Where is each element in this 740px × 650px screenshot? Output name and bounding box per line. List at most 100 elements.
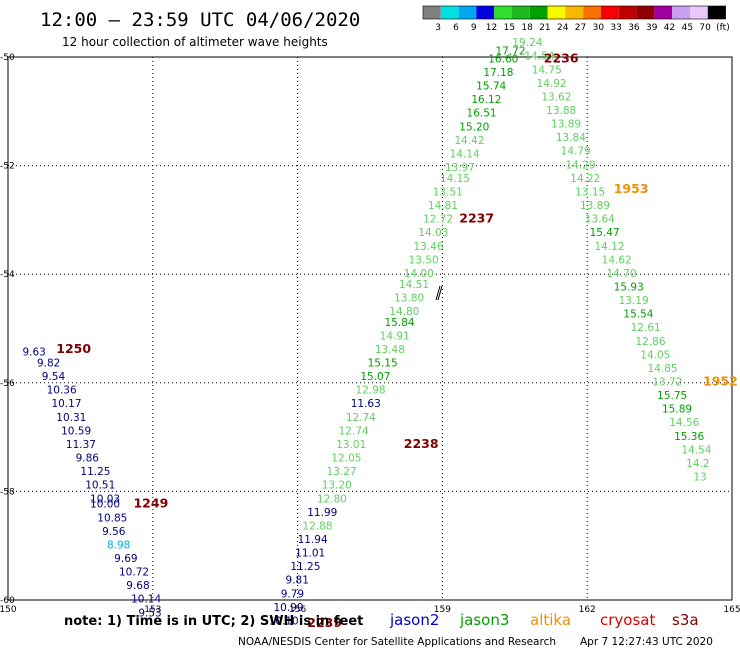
wave-height-value: 14.62	[602, 254, 632, 266]
wave-height-value: 9.63	[22, 347, 45, 359]
wave-height-value: 14.22	[570, 173, 600, 185]
map-plot-area: 150 153 156 159 162 165 -50 -52 -54 -56 -58 -60 9.6…	[0, 37, 740, 630]
wave-height-value: 16.60	[488, 53, 518, 65]
legend-item-altika: altika	[530, 611, 571, 629]
y-tick-label: -56	[0, 379, 15, 389]
color-swatch	[707, 6, 726, 19]
wave-height-value: 9.69	[114, 553, 137, 565]
color-swatch	[654, 6, 673, 19]
y-tick-label: -58	[0, 487, 15, 497]
axis-ticks: 150 153 156 159 162 165 -50 -52 -54 -56 -58 -60	[0, 53, 740, 615]
colorbar-label: 6	[453, 23, 459, 33]
wave-height-value: 9.86	[76, 453, 100, 465]
pass-time-label: 1953	[614, 181, 649, 196]
color-swatch	[423, 6, 441, 19]
wave-height-value: 14.75	[532, 64, 562, 76]
color-swatch	[494, 6, 512, 19]
wave-height-value: 13.19	[619, 295, 649, 307]
wave-height-value: 10.72	[119, 567, 149, 579]
wave-height-value: 13.97	[445, 162, 475, 174]
wave-height-value: 13.88	[546, 105, 576, 117]
y-tick-label: -52	[0, 162, 15, 172]
wave-height-value: 11.94	[298, 534, 328, 546]
track-marker-icon	[435, 285, 443, 301]
colorbar-label: 70	[699, 23, 711, 33]
pass-time-label: 1249	[133, 496, 168, 511]
wave-height-value: 14.05	[640, 349, 670, 361]
wave-height-value: 15.84	[384, 317, 414, 329]
wave-height-value: 11.25	[290, 561, 320, 573]
pass-time-labels: 1250 1249 2239 2238 2237 2236 1953 1952	[56, 50, 738, 630]
wave-height-value: 14.54	[524, 51, 554, 63]
color-swatch	[476, 6, 495, 19]
wave-height-value: 13.89	[551, 119, 581, 131]
wave-height-value: 10.51	[85, 480, 115, 492]
wave-height-value: 14.14	[450, 148, 480, 160]
color-swatch	[690, 6, 708, 19]
wave-height-value: 15.89	[662, 404, 692, 416]
wave-height-value: 15.54	[623, 309, 653, 321]
wave-height-value: 11.25	[80, 466, 110, 478]
wave-height-value: 9.56	[102, 526, 126, 538]
wave-height-value: 12.72	[423, 214, 453, 226]
wave-height-value: 14.79	[561, 146, 591, 158]
wave-height-value: 10.59	[61, 425, 91, 437]
wave-height-value: 10.99	[273, 602, 303, 614]
wave-height-value: 13.80	[394, 292, 424, 304]
wave-height-value: 12.74	[339, 425, 369, 437]
wave-height-value: 14.51	[399, 279, 429, 291]
wave-height-value: 15.47	[590, 227, 620, 239]
wave-height-value: 8.98	[107, 539, 130, 551]
wave-height-value: 14.00	[404, 268, 434, 280]
satellite-legend: jason2 jason3 altika cryosat s3a	[389, 611, 699, 629]
legend-item-cryosat: cryosat	[600, 611, 655, 629]
color-swatch	[601, 6, 619, 19]
wave-height-value: 9.68	[126, 580, 149, 592]
wave-height-value: 10.31	[56, 412, 86, 424]
color-swatch	[512, 6, 530, 19]
wave-height-value: 13.27	[327, 466, 357, 478]
wave-height-value: 10.10	[269, 615, 299, 627]
wave-height-value: 11.99	[307, 507, 337, 519]
wave-height-value: 13.51	[433, 186, 463, 198]
colorbar-label: 36	[628, 23, 640, 33]
wave-height-value: 17.72	[495, 45, 525, 57]
wave-height-value: 13.50	[409, 254, 439, 266]
pass-time-label: 2236	[544, 50, 579, 65]
y-tick-label: -54	[0, 270, 15, 280]
wave-height-value: 14.91	[380, 330, 410, 342]
wave-height-value: 10.14	[131, 594, 161, 606]
wave-height-value: 15.74	[476, 81, 506, 93]
wave-height-value: 12.74	[346, 412, 376, 424]
wave-height-value: 15.36	[674, 431, 704, 443]
wave-height-value: 9.81	[286, 575, 309, 587]
color-swatch	[529, 6, 548, 19]
color-swatch	[636, 6, 655, 19]
wave-height-value: 14.85	[648, 363, 678, 375]
wave-height-value: 14.15	[440, 173, 470, 185]
x-tick-label: 153	[144, 605, 161, 615]
x-tick-label: 159	[434, 605, 451, 615]
wave-height-value: 12.98	[356, 385, 386, 397]
wave-height-value: 10.36	[47, 385, 77, 397]
wave-height-value: 19.24	[512, 37, 542, 49]
legend-item-jason2: jason2	[389, 611, 439, 629]
wave-height-value: 14.54	[681, 444, 711, 456]
colorbar-label: 9	[471, 23, 477, 33]
wave-height-value: 13.64	[585, 214, 615, 226]
legend-item-s3a: s3a	[672, 611, 699, 629]
colorbar-label: 15	[504, 23, 515, 33]
wave-height-value: 11.63	[351, 398, 381, 410]
color-swatch	[565, 6, 584, 19]
wave-height-value: 13.01	[336, 439, 366, 451]
colorbar-label: 12	[486, 23, 497, 33]
wave-height-value: 13.48	[375, 344, 405, 356]
wave-height-value: 14.70	[607, 268, 637, 280]
wave-height-value: 13.46	[413, 241, 443, 253]
wave-height-value: 12.05	[331, 453, 361, 465]
colorbar-label: 21	[539, 23, 550, 33]
colorbar-label: 30	[593, 23, 605, 33]
wave-height-value: 14.2	[686, 458, 709, 470]
